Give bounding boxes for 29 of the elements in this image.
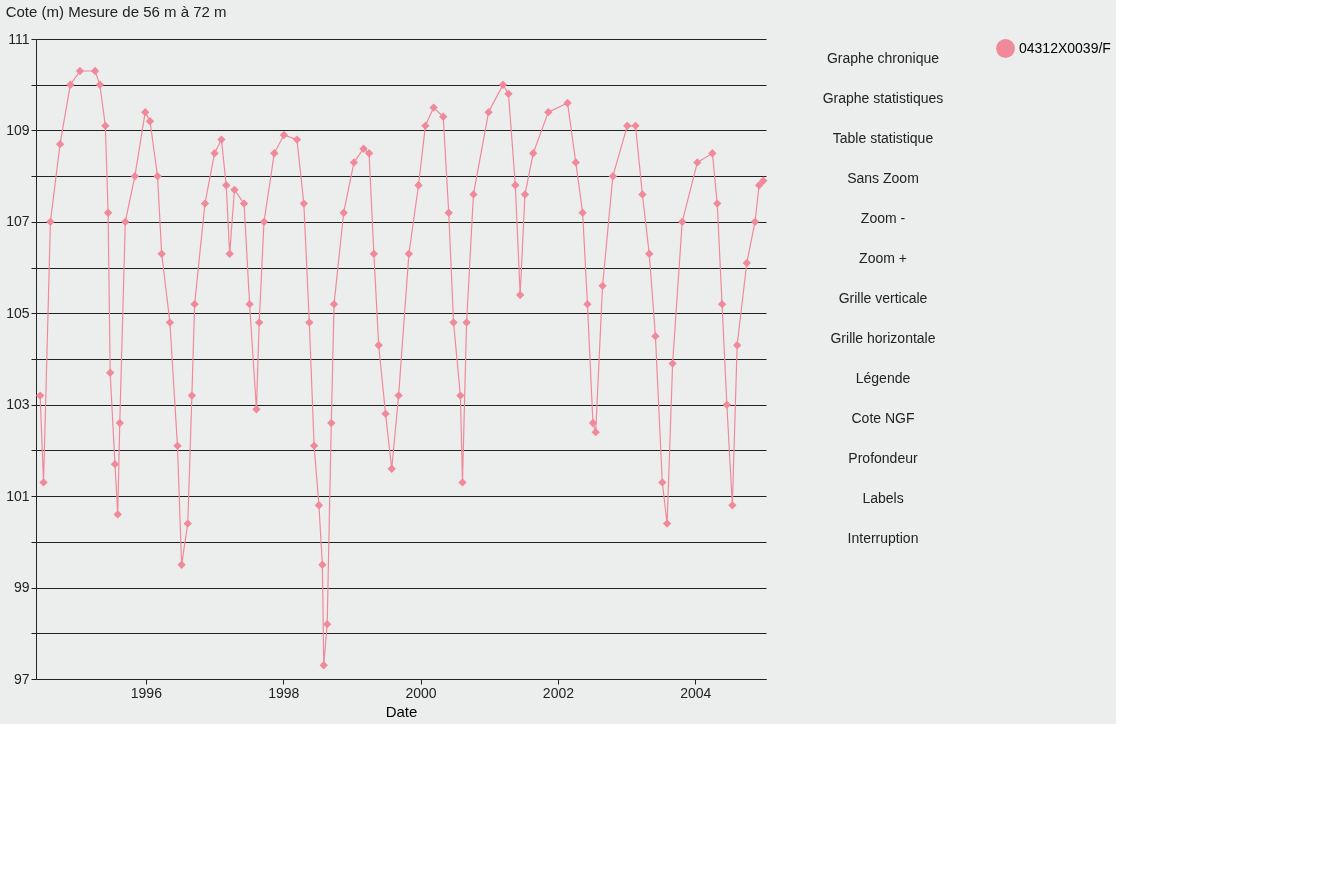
text: Graphe chronique: [826, 50, 940, 66]
y-tick-label: 109: [6, 121, 30, 138]
y-tick-label: 101: [6, 487, 30, 504]
text: Zoom +: [859, 250, 907, 266]
text: Cote NGF: [851, 410, 915, 426]
y-tick-label: 107: [6, 213, 30, 230]
x-tick-label: 1996: [130, 684, 163, 701]
text: Interruption: [847, 530, 919, 546]
x-axis-title: Date: [385, 702, 418, 720]
y-tick-label: 99: [13, 579, 30, 596]
y-tick-label: 97: [13, 670, 30, 687]
text: Légende: [855, 370, 911, 386]
text: Sans Zoom: [847, 170, 919, 186]
text: Labels: [862, 490, 904, 506]
chart-title: Cote (m) Mesure de 56 m à 72 m: [5, 3, 227, 20]
y-tick-label: 111: [8, 30, 30, 47]
text: Table statistique: [832, 130, 934, 146]
x-tick-label: 2002: [542, 684, 575, 701]
text: Zoom -: [860, 210, 906, 226]
x-tick-label: 2004: [680, 684, 712, 701]
text: Profondeur: [848, 450, 918, 466]
y-tick-label: 105: [6, 304, 30, 321]
x-tick-label: 2000: [405, 684, 437, 701]
x-tick-label: 1998: [268, 684, 300, 701]
legend-label: 04312X0039/F: [1019, 39, 1111, 56]
text: Grille horizontale: [830, 330, 936, 346]
text: Graphe statistiques: [822, 90, 944, 106]
y-tick-label: 103: [6, 396, 30, 413]
text: Grille verticale: [838, 290, 928, 306]
